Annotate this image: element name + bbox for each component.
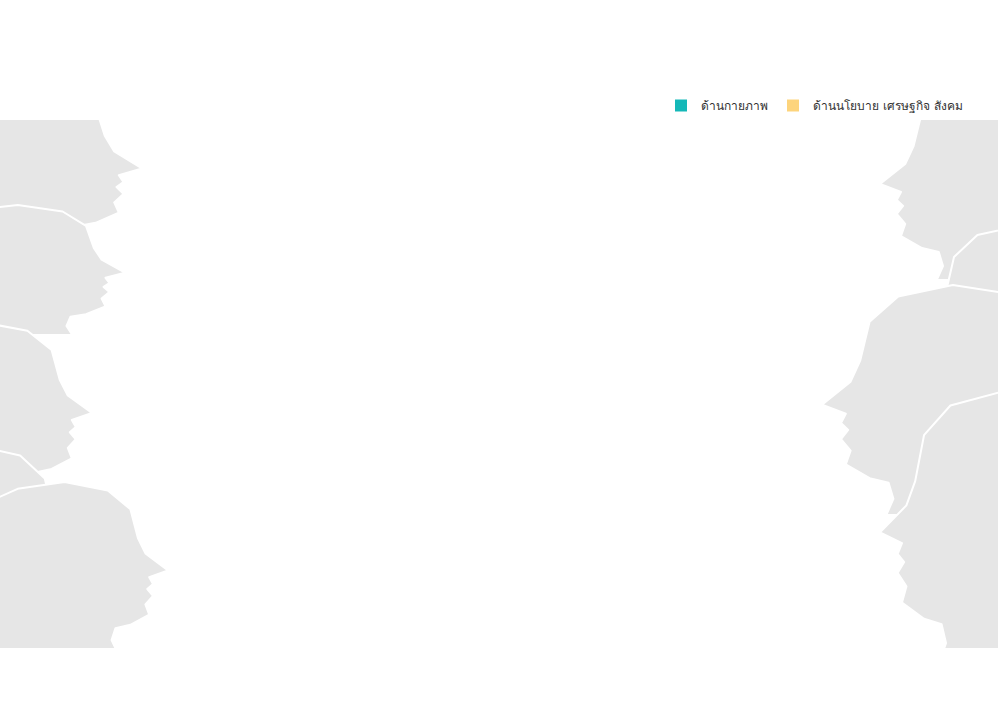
svg-text:ด้านกายภาพ: ด้านกายภาพ — [701, 99, 768, 113]
svg-text:ด้านนโยบาย เศรษฐกิจ สังคม: ด้านนโยบาย เศรษฐกิจ สังคม — [813, 99, 963, 113]
